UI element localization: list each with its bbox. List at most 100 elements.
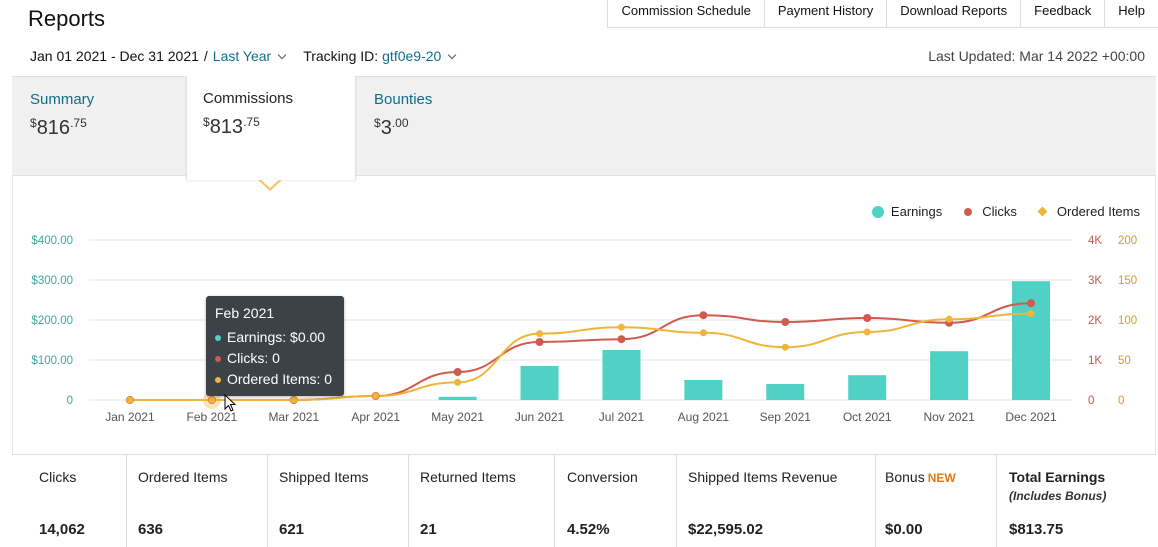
y-right-clicks-tick-label: 4K	[1088, 235, 1102, 247]
bonus-label: Bonus	[885, 469, 925, 485]
metric-ordered-items: Ordered Items 636	[127, 455, 268, 547]
y-right-clicks-tick-label: 1K	[1088, 355, 1102, 367]
tab-label: Commissions	[203, 90, 294, 107]
help-button[interactable]: Help	[1118, 3, 1145, 18]
legend-earnings[interactable]: Earnings	[871, 204, 943, 219]
y-right-clicks-tick-label: 3K	[1088, 275, 1102, 287]
period-dropdown[interactable]: Last Year	[212, 48, 272, 64]
ordered-items-diamond-icon	[1035, 206, 1051, 217]
y-right-clicks-tick-label: 0	[1088, 395, 1094, 407]
ordered-items-point	[372, 392, 380, 400]
legend-ordered-items[interactable]: Ordered Items	[1035, 204, 1140, 219]
y-right-ordered-tick-label: 150	[1118, 275, 1137, 287]
active-tab-pointer	[258, 179, 282, 191]
ordered-items-point	[945, 315, 953, 323]
payment-history-button[interactable]: Payment History	[765, 0, 888, 28]
feedback-button[interactable]: Feedback	[1021, 0, 1106, 28]
ordered-items-point	[454, 378, 462, 386]
ordered-items-point	[290, 396, 298, 404]
clicks-point	[699, 311, 708, 320]
clicks-point	[535, 338, 544, 346]
download-reports-button[interactable]: Download Reports	[887, 0, 1022, 28]
earnings-bar	[766, 384, 805, 400]
clicks-point	[863, 314, 872, 322]
date-separator: /	[203, 48, 208, 64]
tracking-label: Tracking ID:	[303, 48, 379, 64]
earnings-bar	[602, 350, 641, 400]
legend-clicks[interactable]: Clicks	[960, 204, 1017, 219]
legend-label: Earnings	[890, 204, 943, 219]
earnings-bar	[848, 375, 887, 400]
x-tick-label: May 2021	[431, 410, 484, 424]
tracking-id-dropdown[interactable]: gtf0e9-20	[382, 48, 442, 64]
tooltip-row-clicks: Clicks: 0	[215, 348, 335, 369]
x-tick-label: Apr 2021	[351, 410, 400, 424]
earnings-bar	[1012, 281, 1051, 400]
metric-conversion: Conversion 4.52%	[555, 455, 677, 547]
tooltip-title: Feb 2021	[215, 305, 275, 321]
y-left-tick-label: $300.00	[31, 275, 73, 287]
y-left-tick-label: $200.00	[31, 315, 73, 327]
clicks-line-icon	[960, 207, 976, 217]
tab-summary[interactable]: Summary $816.75	[30, 77, 180, 177]
chevron-down-icon[interactable]	[277, 50, 287, 59]
tab-label: Summary	[30, 91, 95, 108]
y-left-tick-label: $400.00	[31, 235, 73, 247]
chevron-down-icon[interactable]	[448, 50, 457, 59]
legend-label: Ordered Items	[1056, 204, 1140, 219]
metric-total-earnings: Total Earnings (Includes Bonus) $813.75	[1009, 469, 1107, 538]
metric-shipped-items: Shipped Items 621	[268, 455, 409, 547]
ordered-items-point	[617, 323, 625, 331]
y-left-tick-label: 0	[67, 395, 73, 407]
tab-amount: $816.75	[30, 116, 87, 139]
last-updated: Last Updated: Mar 14 2022 +00:00	[928, 48, 1145, 64]
y-right-ordered-tick-label: 200	[1118, 235, 1137, 247]
ordered-items-point	[208, 396, 216, 404]
clicks-point	[617, 335, 626, 344]
metric-clicks: Clicks 14,062	[12, 455, 127, 547]
tab-amount: $813.75	[203, 115, 260, 138]
y-right-ordered-tick-label: 100	[1118, 315, 1137, 327]
new-badge: NEW	[927, 471, 956, 485]
x-tick-label: Jul 2021	[599, 410, 645, 424]
ordered-items-point	[536, 330, 544, 338]
earnings-bar	[438, 396, 477, 400]
metrics-row: Clicks 14,062 Ordered Items 636 Shipped …	[12, 454, 1156, 547]
x-tick-label: Jan 2021	[105, 410, 155, 424]
metric-shipped-items-revenue: Shipped Items Revenue $22,595.02	[677, 455, 876, 547]
tooltip-row-earnings: Earnings: $0.00	[215, 327, 335, 348]
mouse-cursor-icon	[224, 394, 237, 412]
earnings-bar	[520, 366, 559, 400]
y-right-clicks-tick-label: 2K	[1088, 315, 1102, 327]
ordered-items-line	[129, 312, 1032, 402]
earnings-bar	[930, 351, 969, 400]
tab-commissions[interactable]: Commissions $813.75	[186, 76, 356, 180]
chart-tooltip: Feb 2021 Earnings: $0.00 Clicks: 0 Order…	[206, 296, 344, 396]
earnings-circle-icon	[871, 205, 884, 218]
chart-legend: Earnings Clicks Ordered Items	[854, 204, 1140, 219]
earnings-bar	[684, 380, 723, 400]
x-tick-label: Nov 2021	[923, 410, 975, 424]
page-title: Reports	[28, 6, 106, 31]
clicks-point	[453, 368, 462, 376]
clicks-point	[1027, 299, 1036, 308]
tab-amount: $3.00	[374, 116, 409, 139]
filter-row: Jan 01 2021 - Dec 31 2021 / Last Year Tr…	[30, 48, 463, 64]
metric-bonus: Bonus NEW $0.00	[876, 455, 997, 547]
x-tick-label: Dec 2021	[1005, 410, 1057, 424]
metric-returned-items: Returned Items 21	[409, 455, 555, 547]
y-right-ordered-tick-label: 50	[1118, 355, 1131, 367]
commission-schedule-button[interactable]: Commission Schedule	[608, 0, 765, 28]
date-range-text: Jan 01 2021 - Dec 31 2021	[30, 48, 199, 64]
tab-bounties[interactable]: Bounties $3.00	[374, 77, 524, 177]
ordered-items-point	[1027, 310, 1035, 318]
x-tick-label: Oct 2021	[843, 410, 892, 424]
earnings-chart: 0 0 0 $100.00 1K 50 $200.00 2K 100 $300.00 3K 150 $4…	[31, 235, 1137, 424]
x-tick-label: Feb 2021	[187, 410, 238, 424]
top-nav: Commission Schedule Payment History Down…	[607, 0, 1158, 28]
ordered-items-point	[126, 396, 134, 404]
x-tick-label: Mar 2021	[268, 410, 319, 424]
y-left-tick-label: $100.00	[31, 355, 73, 367]
ordered-items-point	[863, 328, 871, 336]
y-right-ordered-tick-label: 0	[1118, 395, 1124, 407]
